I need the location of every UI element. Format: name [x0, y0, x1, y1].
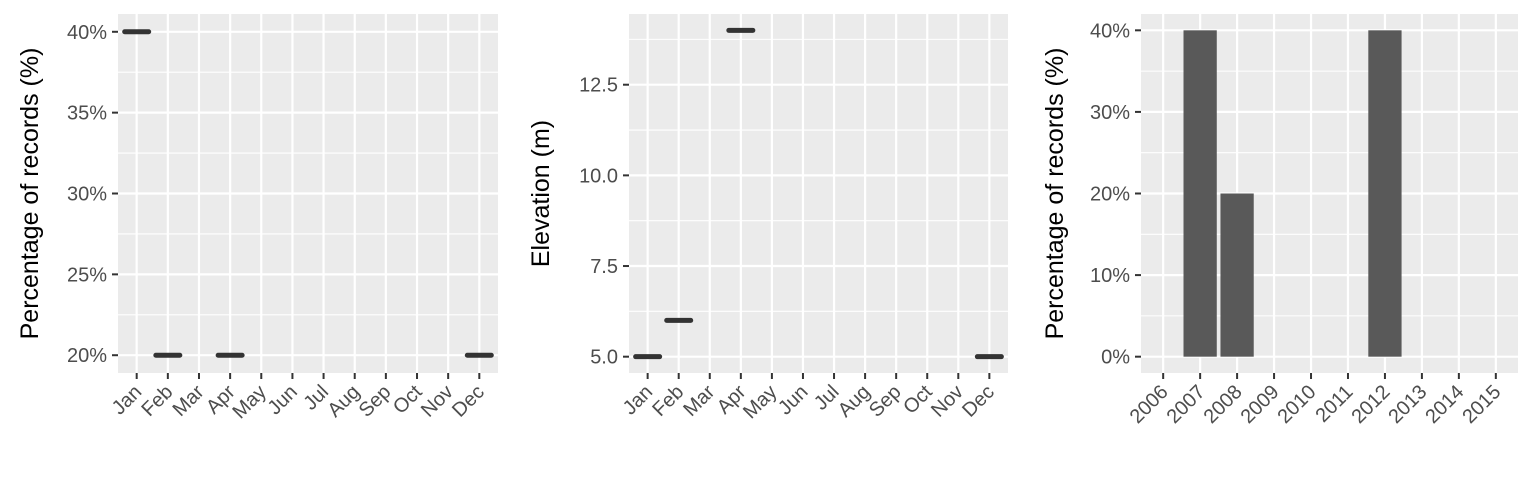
plot-panel: [629, 14, 1008, 373]
y-tick-label: 20%: [67, 345, 107, 367]
x-tick-label: Feb: [137, 381, 177, 421]
y-tick-label: 10.0: [579, 165, 618, 187]
y-tick-label: 0%: [1101, 347, 1130, 369]
y-tick-label: 20%: [1090, 184, 1130, 206]
x-tick-label: Dec: [958, 381, 999, 422]
x-tick-label: Mar: [169, 381, 209, 421]
x-tick-label: Jun: [774, 381, 812, 419]
x-tick-label: Jan: [108, 381, 146, 419]
chart-panel-1: 20%25%30%35%40%JanFebMarAprMayJunJulAugS…: [16, 14, 498, 423]
x-tick-label: Oct: [899, 381, 937, 419]
x-tick-label: 2008: [1200, 381, 1247, 428]
y-tick-label: 25%: [67, 264, 107, 286]
x-tick-label: 2014: [1421, 381, 1468, 428]
x-tick-label: 2009: [1237, 381, 1284, 428]
y-axis-title: Percentage of records (%): [1041, 48, 1069, 340]
x-tick-label: Jan: [619, 381, 657, 419]
x-tick-label: Jun: [264, 381, 302, 419]
chart-panel-2: 5.07.510.012.5JanFebMarAprMayJunJulAugSe…: [527, 14, 1008, 423]
x-tick-label: 2011: [1312, 381, 1358, 427]
chart-panel-3: 0%10%20%30%40%20062007200820092010201120…: [1041, 14, 1518, 428]
y-tick-label: 12.5: [579, 75, 618, 97]
x-tick-label: Dec: [448, 381, 489, 422]
x-tick-label: 2015: [1458, 381, 1505, 428]
x-tick-label: 2010: [1274, 381, 1321, 428]
y-tick-label: 5.0: [590, 347, 618, 369]
bar-2008: [1220, 193, 1254, 357]
y-tick-label: 35%: [67, 103, 107, 125]
y-axis-title: Percentage of records (%): [16, 48, 44, 340]
y-tick-label: 7.5: [590, 256, 618, 278]
x-tick-label: Feb: [648, 381, 688, 421]
y-tick-label: 40%: [67, 22, 107, 44]
x-tick-label: Mar: [679, 381, 719, 421]
x-tick-label: 2012: [1347, 381, 1394, 428]
y-tick-label: 30%: [1090, 102, 1130, 124]
bar-2007: [1183, 30, 1217, 357]
x-tick-label: 2006: [1126, 381, 1173, 428]
y-tick-label: 30%: [67, 184, 107, 206]
x-tick-label: Oct: [389, 381, 427, 419]
y-tick-label: 10%: [1090, 265, 1130, 287]
bar-2012: [1368, 30, 1402, 357]
y-tick-label: 40%: [1090, 20, 1130, 42]
x-tick-label: 2013: [1384, 381, 1431, 428]
x-tick-label: 2007: [1163, 381, 1210, 428]
y-axis-title: Elevation (m): [527, 120, 555, 267]
